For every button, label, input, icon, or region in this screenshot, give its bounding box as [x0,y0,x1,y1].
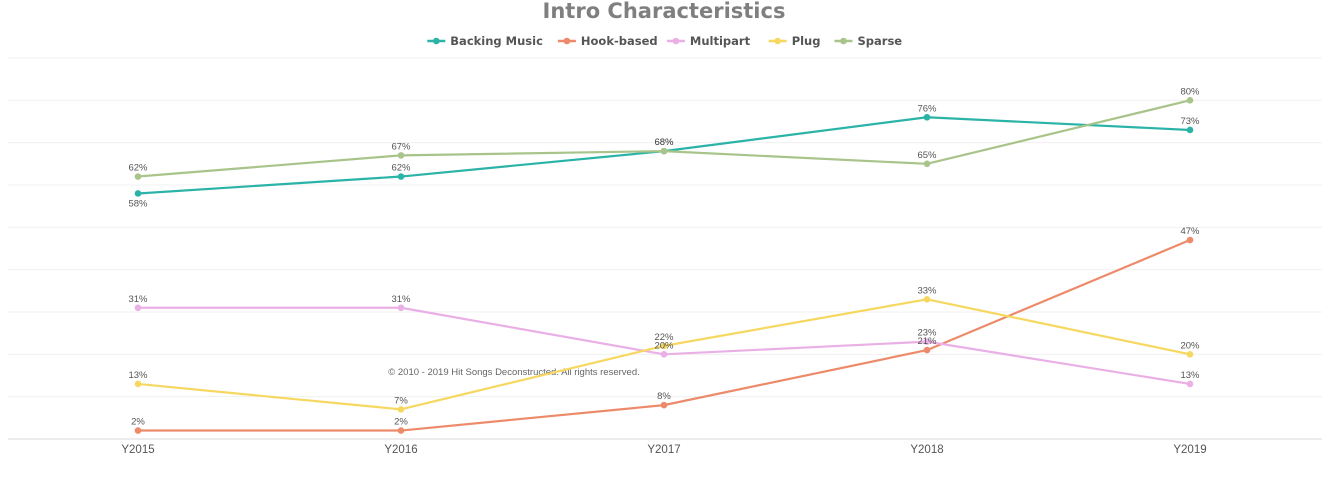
data-label: 67% [391,141,411,152]
data-label: 23% [917,328,937,339]
data-point[interactable] [1186,126,1194,134]
data-label: 31% [128,294,148,305]
data-label: 62% [128,163,148,174]
legend-marker [774,37,781,45]
legend-label: Hook-based [581,34,658,48]
data-label: 13% [128,370,148,381]
x-tick-label: Y2019 [1173,444,1206,456]
legend-label: Sparse [858,34,903,48]
data-point[interactable] [397,427,405,434]
x-axis-tick-labels: Y2015 Y2016 Y2017 Y2018 Y2019 [121,444,1206,456]
legend-item-hook-based[interactable]: Hook-based [557,34,658,48]
data-label: 62% [391,163,411,174]
data-point[interactable] [397,152,405,159]
data-point[interactable] [1186,351,1194,358]
data-point[interactable] [660,342,668,350]
grid-lines [8,57,1322,440]
data-label: 47% [1180,226,1200,237]
legend-marker [563,37,571,45]
x-tick-label: Y2017 [647,444,680,456]
x-tick-label: Y2018 [910,444,943,456]
legend-item-multipart[interactable]: Multipart [666,34,751,48]
data-point[interactable] [397,304,405,312]
data-label: 73% [1180,116,1200,127]
data-label: 68% [654,137,674,148]
data-point[interactable] [134,304,142,312]
data-point[interactable] [134,380,142,388]
data-point[interactable] [397,173,405,180]
data-label: 20% [654,340,674,351]
data-point[interactable] [923,113,931,121]
data-point[interactable] [1186,236,1194,244]
data-point[interactable] [134,190,142,197]
x-tick-label: Y2016 [384,444,417,456]
data-label: 76% [917,103,937,114]
copyright-notice: © 2010 - 2019 Hit Songs Deconstructed. A… [388,367,640,378]
data-label: 2% [394,417,408,428]
data-label: 65% [917,150,937,161]
data-labels: 58% 62% 68% 76% 73% 2% 2% 8% 21% 47% 31% 31% 20% 23% 1… [128,86,1200,427]
legend-item-plug[interactable]: Plug [768,34,821,48]
data-point[interactable] [1186,380,1194,388]
data-label: 68% [654,137,674,148]
data-point[interactable] [1186,97,1194,104]
legend-label: Multipart [690,34,751,48]
legend-marker [433,37,440,45]
data-label: 8% [657,391,671,402]
data-label: 58% [128,198,148,209]
legend-item-backing-music[interactable]: Backing Music [427,34,543,48]
legend-marker [672,37,680,45]
data-label: 20% [1180,340,1200,351]
data-label: 21% [917,336,937,347]
legend-label: Plug [792,34,821,48]
series-line-backing-music [137,116,1191,195]
legend-label: Backing Music [450,34,543,48]
legend-marker [840,37,847,45]
data-point[interactable] [923,346,931,354]
data-label: 80% [1180,86,1200,97]
legend-item-sparse[interactable]: Sparse [834,34,903,48]
data-label: 22% [654,332,674,343]
data-point[interactable] [134,173,142,180]
data-label: 13% [1180,370,1200,381]
legend: Backing Music Hook-based Multipart Plug Spar… [427,34,902,48]
data-point[interactable] [660,401,668,409]
data-point[interactable] [397,406,405,413]
x-tick-label: Y2015 [121,444,154,456]
data-label: 31% [391,294,411,305]
data-label: 2% [131,417,145,428]
data-point[interactable] [660,351,668,358]
data-point[interactable] [660,147,668,155]
data-point[interactable] [923,160,931,168]
data-point[interactable] [923,296,931,303]
chart-title: Intro Characteristics [543,0,786,23]
data-label: 33% [917,285,937,296]
series-lines [134,97,1194,434]
data-point[interactable] [923,338,931,345]
data-label: 7% [394,395,408,406]
data-point[interactable] [134,427,142,434]
